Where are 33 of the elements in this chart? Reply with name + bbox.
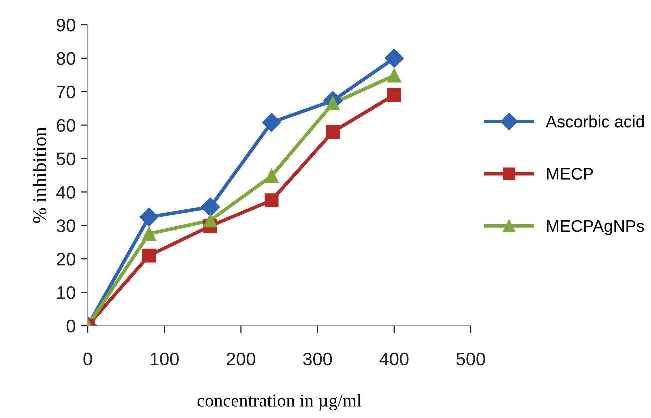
point xyxy=(201,198,220,217)
point xyxy=(142,248,156,263)
x-tick-label: 500 xyxy=(456,352,486,366)
point xyxy=(142,227,156,241)
point xyxy=(262,113,282,132)
point xyxy=(204,214,218,228)
x-tick-label: 100 xyxy=(150,352,179,366)
legend-label: MECPAgNPs xyxy=(547,220,644,236)
point xyxy=(264,169,279,184)
x-tick-label: 300 xyxy=(303,352,332,366)
point xyxy=(264,194,279,208)
point xyxy=(326,125,340,139)
x-tick-label: 0 xyxy=(84,352,92,366)
y-tick-label: 80 xyxy=(56,52,76,66)
y-axis-title: % inhibition xyxy=(32,127,47,224)
point xyxy=(387,88,402,102)
point xyxy=(387,68,402,83)
x-tick-label: 200 xyxy=(227,352,256,366)
y-tick-label: 10 xyxy=(57,286,76,300)
y-tick-label: 50 xyxy=(56,152,76,166)
y-tick-label: 30 xyxy=(56,220,76,232)
point xyxy=(384,48,404,68)
y-tick-label: 70 xyxy=(57,86,76,99)
y-tick-label: 20 xyxy=(57,253,76,266)
legend-label: Ascorbic acid xyxy=(546,116,644,128)
y-tick-label: 60 xyxy=(57,119,76,132)
y-tick-label: 90 xyxy=(56,18,76,32)
x-axis-title: concentration in µg/ml xyxy=(198,394,362,411)
legend-label: MECP xyxy=(547,168,594,180)
y-tick-label: 40 xyxy=(56,186,76,199)
point xyxy=(140,208,159,227)
x-tick-label: 400 xyxy=(380,352,409,366)
y-tick-label: 0 xyxy=(66,320,76,333)
